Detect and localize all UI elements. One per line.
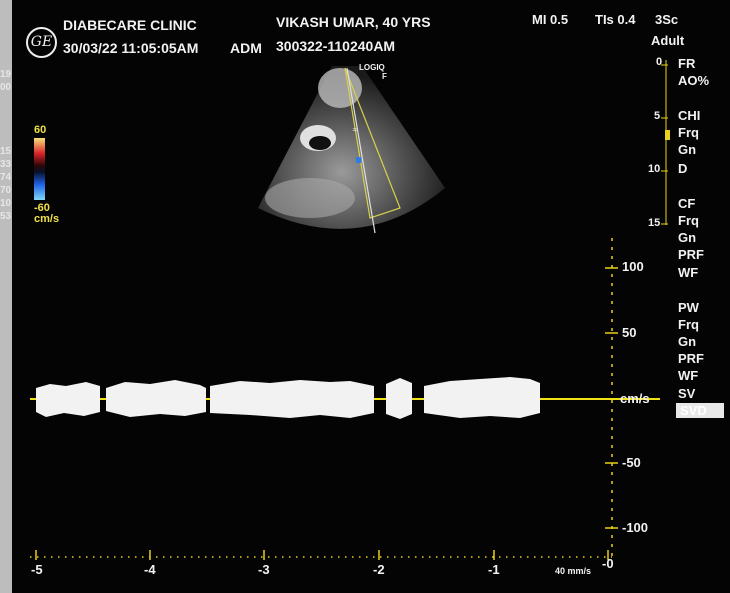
menu-pw-gn[interactable]: Gn	[678, 334, 697, 349]
color-scale-min: -60	[34, 202, 50, 214]
edge-digit: 15	[0, 146, 12, 157]
depth-ruler	[661, 60, 670, 225]
color-scale-max: 60	[34, 124, 47, 136]
spectral-envelope	[36, 377, 540, 419]
monitor-bezel	[0, 0, 12, 593]
velocity-unit-label: cm/s	[620, 391, 650, 406]
ge-logo-icon: GE	[26, 27, 57, 58]
menu-chi[interactable]: CHI	[678, 108, 701, 123]
ultrasound-sector-image: =	[258, 66, 445, 234]
menu-gn[interactable]: Gn	[678, 142, 697, 157]
depth-label: 0	[656, 56, 663, 68]
menu-pw[interactable]: PW	[678, 300, 699, 315]
menu-ao[interactable]: AO%	[678, 73, 710, 88]
edge-digit: 00	[0, 82, 12, 93]
time-label: -1	[488, 562, 500, 577]
logiq-label: LOGIQ	[359, 63, 385, 72]
menu-cf-gn[interactable]: Gn	[678, 230, 697, 245]
velocity-label: 100	[622, 259, 644, 274]
menu-pw-svd[interactable]: SVD	[676, 403, 724, 418]
depth-label: 5	[654, 110, 661, 122]
color-scale-unit: cm/s	[34, 213, 60, 225]
depth-label: 10	[648, 163, 661, 175]
time-label: -5	[31, 562, 43, 577]
velocity-label: -50	[622, 455, 641, 470]
probe-name: 3Sc	[655, 12, 679, 27]
time-label: -3	[258, 562, 270, 577]
velocity-label: -100	[622, 520, 649, 535]
menu-pw-frq[interactable]: Frq	[678, 317, 699, 332]
velocity-label: 50	[622, 325, 637, 340]
menu-cf-wf[interactable]: WF	[678, 265, 699, 280]
menu-frq[interactable]: Frq	[678, 125, 699, 140]
menu-cf[interactable]: CF	[678, 196, 696, 211]
menu-cf-frq[interactable]: Frq	[678, 213, 699, 228]
exam-id: 300322-110240AM	[276, 38, 396, 54]
left-edge-digits: 19 00	[0, 68, 12, 94]
edge-digit: 33	[0, 159, 12, 170]
menu-pw-sv[interactable]: SV	[678, 386, 696, 401]
time-label: -0	[602, 556, 614, 571]
menu-pw-wf[interactable]: WF	[678, 368, 699, 383]
left-edge-digits-lower: 15 33 74 70 10 53	[0, 145, 12, 223]
exam-datetime: 30/03/22 11:05:05AM	[63, 40, 199, 56]
time-label: -4	[144, 562, 156, 577]
adm-label: ADM	[230, 40, 262, 56]
mechanical-index: MI 0.5	[532, 12, 569, 27]
edge-digit: 19	[0, 69, 12, 80]
clinic-name: DIABECARE CLINIC	[63, 17, 197, 33]
menu-cf-prf[interactable]: PRF	[678, 247, 704, 262]
time-label: -2	[373, 562, 385, 577]
sweep-speed: 40 mm/s	[555, 566, 592, 576]
color-velocity-bar	[34, 138, 45, 200]
edge-digit: 10	[0, 198, 12, 209]
svg-text:=: =	[352, 125, 359, 134]
thermal-index: TIs 0.4	[595, 12, 636, 27]
logiq-sub-label: F	[382, 72, 387, 81]
edge-digit: 70	[0, 185, 12, 196]
preset-name: Adult	[651, 33, 685, 48]
depth-label: 15	[648, 217, 661, 229]
edge-digit: 74	[0, 172, 12, 183]
menu-pw-prf[interactable]: PRF	[678, 351, 704, 366]
menu-fr[interactable]: FR	[678, 56, 696, 71]
edge-digit: 53	[0, 211, 12, 222]
menu-d[interactable]: D	[678, 161, 688, 176]
patient-name: VIKASH UMAR, 40 YRS	[276, 14, 431, 30]
